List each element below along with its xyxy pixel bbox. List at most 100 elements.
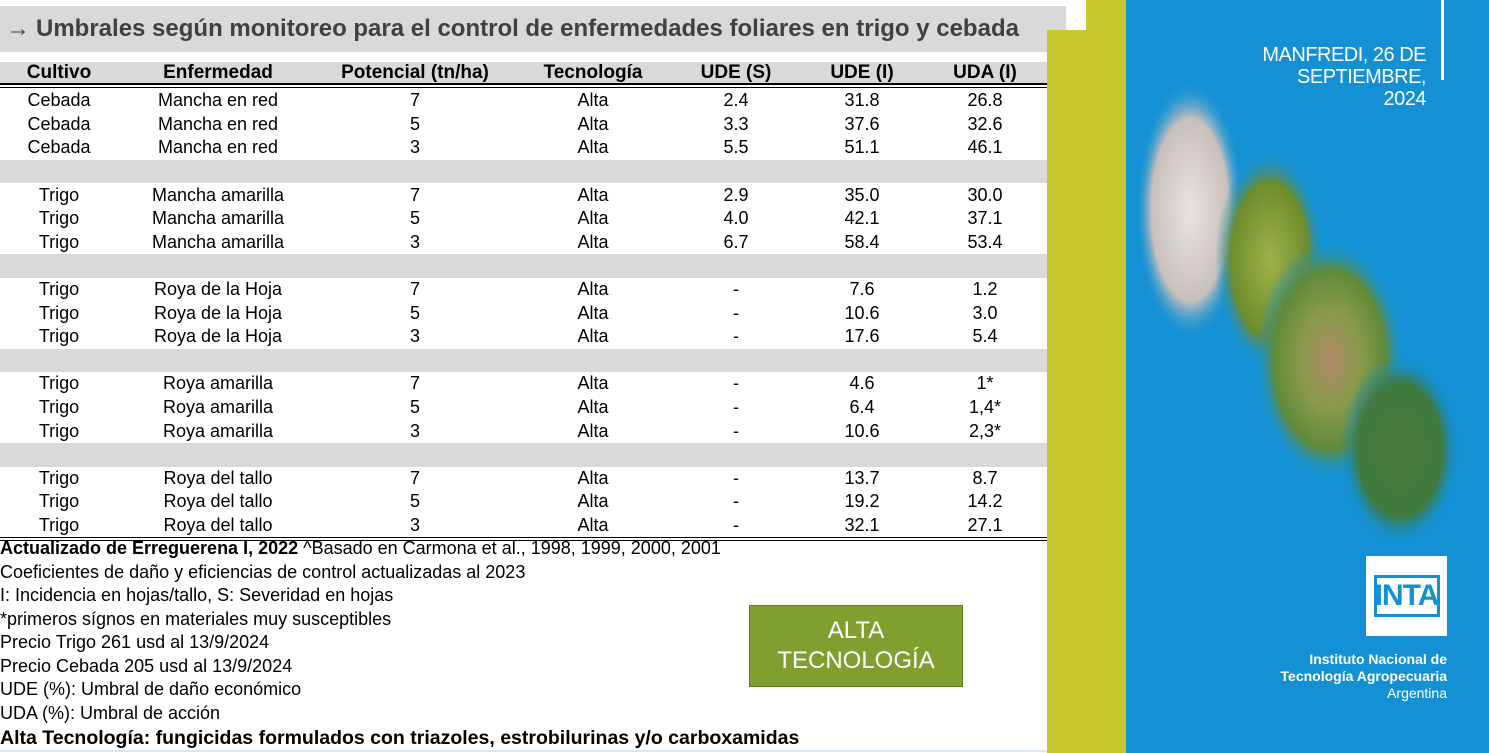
cell-uda-i: 8.7	[972, 467, 998, 488]
cell-ude-s: 5.5	[723, 137, 749, 158]
header-double-rule	[0, 87, 1047, 88]
cell-uda-i: 27.1	[967, 514, 1003, 535]
group-separator	[0, 159, 1047, 184]
cell-potencial: 5	[409, 208, 420, 229]
cell-cultivo: Trigo	[38, 208, 80, 229]
header-potencial: Potencial (tn/ha)	[341, 61, 489, 83]
inta-logo: INTA	[1366, 556, 1447, 636]
arrow-icon: →	[6, 15, 30, 42]
cell-ude-s: 2.9	[723, 184, 749, 205]
table-bottom-rule	[0, 537, 1047, 539]
table-row: Trigo Roya amarilla 3 Alta - 10.6 2,3*	[0, 419, 1047, 443]
table-row: Cebada Mancha en red 3 Alta 5.5 51.1 46.1	[0, 136, 1047, 160]
table-row: Trigo Roya del tallo 5 Alta - 19.2 14.2	[0, 490, 1047, 514]
table-row: Trigo Mancha amarilla 7 Alta 2.9 35.0 30.0	[0, 183, 1047, 207]
cell-enfermedad: Mancha en red	[157, 137, 279, 158]
cell-ude-s: -	[733, 302, 739, 323]
date-line-2: 2024	[1383, 88, 1427, 110]
notes-block: Actualizado de Erreguerena I, 2022 ^Basa…	[0, 537, 760, 725]
table-row: Trigo Roya de la Hoja 7 Alta - 7.6 1.2	[0, 278, 1047, 302]
cell-cultivo: Trigo	[38, 302, 80, 323]
cell-potencial: 5	[409, 397, 420, 418]
cell-ude-s: -	[733, 467, 739, 488]
cell-potencial: 7	[409, 373, 420, 394]
cell-potencial: 3	[409, 326, 420, 347]
cell-uda-i: 32.6	[967, 113, 1003, 134]
white-divider	[1441, 0, 1444, 80]
cell-tecnologia: Alta	[577, 279, 609, 300]
cell-potencial: 3	[409, 137, 420, 158]
table-row: Cebada Mancha en red 5 Alta 3.3 37.6 32.6	[0, 113, 1047, 137]
cell-tecnologia: Alta	[577, 302, 609, 323]
page-title-text: Umbrales según monitoreo para el control…	[36, 15, 1019, 42]
cell-cultivo: Trigo	[38, 231, 80, 252]
cell-potencial: 5	[409, 302, 420, 323]
inta-institution: Instituto Nacional de Tecnología Agropec…	[1200, 651, 1447, 702]
cell-cultivo: Trigo	[38, 467, 80, 488]
cell-ude-s: 6.7	[723, 231, 749, 252]
cell-uda-i: 3.0	[972, 302, 998, 323]
cell-uda-i: 30.0	[967, 184, 1003, 205]
cell-enfermedad: Roya de la Hoja	[153, 302, 283, 323]
cell-cultivo: Cebada	[27, 113, 91, 134]
cell-tecnologia: Alta	[577, 231, 609, 252]
cell-ude-s: -	[733, 326, 739, 347]
table-row: Trigo Roya del tallo 3 Alta - 32.1 27.1	[0, 514, 1047, 538]
cell-uda-i: 37.1	[967, 208, 1003, 229]
cell-tecnologia: Alta	[577, 420, 609, 441]
cell-ude-i: 17.6	[844, 326, 880, 347]
header-ude-s: UDE (S)	[700, 61, 772, 83]
inta-country: Argentina	[1387, 685, 1447, 701]
cell-potencial: 3	[409, 420, 420, 441]
alta-tecnologia-badge: ALTA TECNOLOGÍA	[749, 605, 963, 687]
date-label: MANFREDI, 26 DE SEPTIEMBRE, 2024	[1130, 44, 1426, 110]
cell-uda-i: 1,4*	[968, 397, 1002, 418]
leaf-disease-images	[1135, 80, 1460, 545]
cell-ude-s: 4.0	[723, 208, 749, 229]
cell-ude-i: 31.8	[844, 90, 880, 111]
cell-ude-i: 6.4	[849, 397, 875, 418]
cell-ude-s: -	[733, 397, 739, 418]
cell-ude-i: 10.6	[844, 302, 880, 323]
inta-logo-mark: INTA	[1373, 575, 1440, 617]
note-uda-definition: UDA (%): Umbral de acción	[0, 702, 221, 723]
cell-potencial: 7	[409, 279, 420, 300]
leaf-image-4	[1340, 355, 1460, 545]
page-title: → Umbrales según monitoreo para el contr…	[0, 6, 1066, 52]
cell-cultivo: Cebada	[27, 137, 91, 158]
table-row: Trigo Roya de la Hoja 5 Alta - 10.6 3.0	[0, 301, 1047, 325]
table-row: Cebada Mancha en red 7 Alta 2.4 31.8 26.8	[0, 89, 1047, 113]
cell-tecnologia: Alta	[577, 373, 609, 394]
date-line-1: MANFREDI, 26 DE SEPTIEMBRE,	[1262, 44, 1426, 88]
cell-ude-i: 10.6	[844, 420, 880, 441]
cell-ude-s: -	[733, 420, 739, 441]
cell-potencial: 5	[409, 113, 420, 134]
cell-ude-s: -	[733, 514, 739, 535]
note-abbreviations: I: Incidencia en hojas/tallo, S: Severid…	[0, 585, 394, 605]
table-row: Trigo Mancha amarilla 5 Alta 4.0 42.1 37.1	[0, 207, 1047, 231]
cell-cultivo: Trigo	[38, 491, 80, 512]
cell-tecnologia: Alta	[577, 514, 609, 535]
cell-uda-i: 53.4	[967, 231, 1003, 252]
cell-uda-i: 2,3*	[968, 420, 1002, 441]
cell-ude-s: 3.3	[723, 113, 749, 134]
cell-tecnologia: Alta	[577, 326, 609, 347]
cell-potencial: 7	[409, 467, 420, 488]
note-price-cebada: Precio Cebada 205 usd al 13/9/2024	[0, 655, 293, 676]
cell-ude-s: 2.4	[723, 90, 749, 111]
cell-ude-i: 7.6	[849, 279, 875, 300]
final-note: Alta Tecnología: fungicidas formulados c…	[0, 727, 800, 749]
cell-potencial: 7	[409, 184, 420, 205]
group-separator	[0, 442, 1047, 467]
cell-tecnologia: Alta	[577, 491, 609, 512]
cell-uda-i: 5.4	[972, 326, 998, 347]
table-bottom-rule	[0, 540, 1047, 542]
cell-cultivo: Trigo	[38, 184, 80, 205]
cell-tecnologia: Alta	[577, 113, 609, 134]
note-source-bold: Actualizado de Erreguerena I, 2022	[0, 538, 299, 558]
cell-ude-i: 42.1	[844, 208, 880, 229]
note-source-rest: ^Basado en Carmona et al., 1998, 1999, 2…	[298, 538, 721, 558]
header-uda-i: UDA (I)	[953, 61, 1017, 83]
cell-ude-s: -	[733, 491, 739, 512]
cell-enfermedad: Mancha amarilla	[151, 231, 285, 252]
